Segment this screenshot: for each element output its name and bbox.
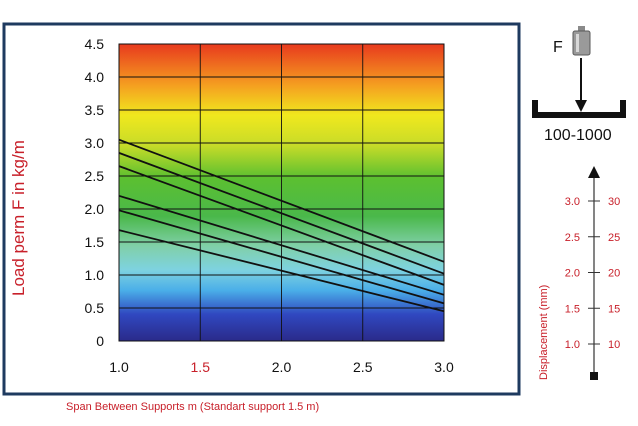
y-axis-title: Load perm F in kg/m — [9, 140, 28, 296]
series-lines — [118, 138, 445, 313]
displacement-axis-title: Displacement (mm) — [538, 285, 550, 380]
series-line-3 — [118, 165, 445, 286]
y-tick-label: 4.5 — [85, 36, 105, 52]
series-line-1 — [118, 138, 445, 263]
series-line-5 — [118, 209, 445, 305]
x-tick-labels: 1.0 1.5 2.0 2.5 3.0 — [109, 359, 454, 375]
load-range-label: 100-1000 — [544, 127, 612, 144]
down-arrow-icon — [575, 58, 587, 112]
displacement-tick-left: 2.5 — [565, 232, 580, 244]
displacement-tick-left: 3.0 — [565, 196, 580, 208]
x-axis-title: Span Between Supports m (Standart suppor… — [66, 401, 319, 413]
weight-icon — [572, 26, 591, 56]
displacement-tick-right: 25 — [608, 232, 620, 244]
y-tick-label: 3.5 — [85, 102, 105, 118]
displacement-tick-right: 15 — [608, 303, 620, 315]
displacement-tick-right: 10 — [608, 339, 620, 351]
y-tick-label: 4.0 — [85, 69, 105, 85]
y-tick-label: 2.5 — [85, 168, 105, 184]
y-tick-label: 1.0 — [85, 267, 105, 283]
displacement-tick-right: 20 — [608, 268, 620, 280]
scale-up-arrow-icon — [588, 166, 600, 178]
x-tick-label: 3.0 — [434, 359, 454, 375]
scale-base-marker — [590, 372, 598, 380]
y-tick-label: 3.0 — [85, 135, 105, 151]
displacement-scale: 3.0 30 2.5 25 2.0 20 1.5 15 1.0 10 — [565, 166, 620, 380]
support-channel-icon — [532, 100, 626, 118]
displacement-tick-right: 30 — [608, 196, 620, 208]
x-tick-label: 2.5 — [353, 359, 373, 375]
plot-border — [118, 43, 445, 342]
x-tick-label: 2.0 — [272, 359, 292, 375]
displacement-tick-left: 2.0 — [565, 268, 580, 280]
y-tick-labels: 0 0.5 1.0 1.5 2.0 2.5 3.0 3.5 4.0 4.5 — [85, 36, 105, 349]
x-tick-label: 1.5 — [191, 359, 211, 375]
y-tick-label: 0 — [96, 333, 104, 349]
displacement-tick-left: 1.5 — [565, 303, 580, 315]
force-symbol: F — [553, 39, 563, 56]
x-tick-label: 1.0 — [109, 359, 129, 375]
y-tick-label: 1.5 — [85, 234, 105, 250]
series-line-2 — [118, 152, 445, 275]
series-line-4 — [118, 194, 445, 296]
displacement-tick-left: 1.0 — [565, 339, 580, 351]
series-line-6 — [118, 229, 445, 313]
y-tick-label: 0.5 — [85, 300, 105, 316]
y-tick-label: 2.0 — [85, 201, 105, 217]
